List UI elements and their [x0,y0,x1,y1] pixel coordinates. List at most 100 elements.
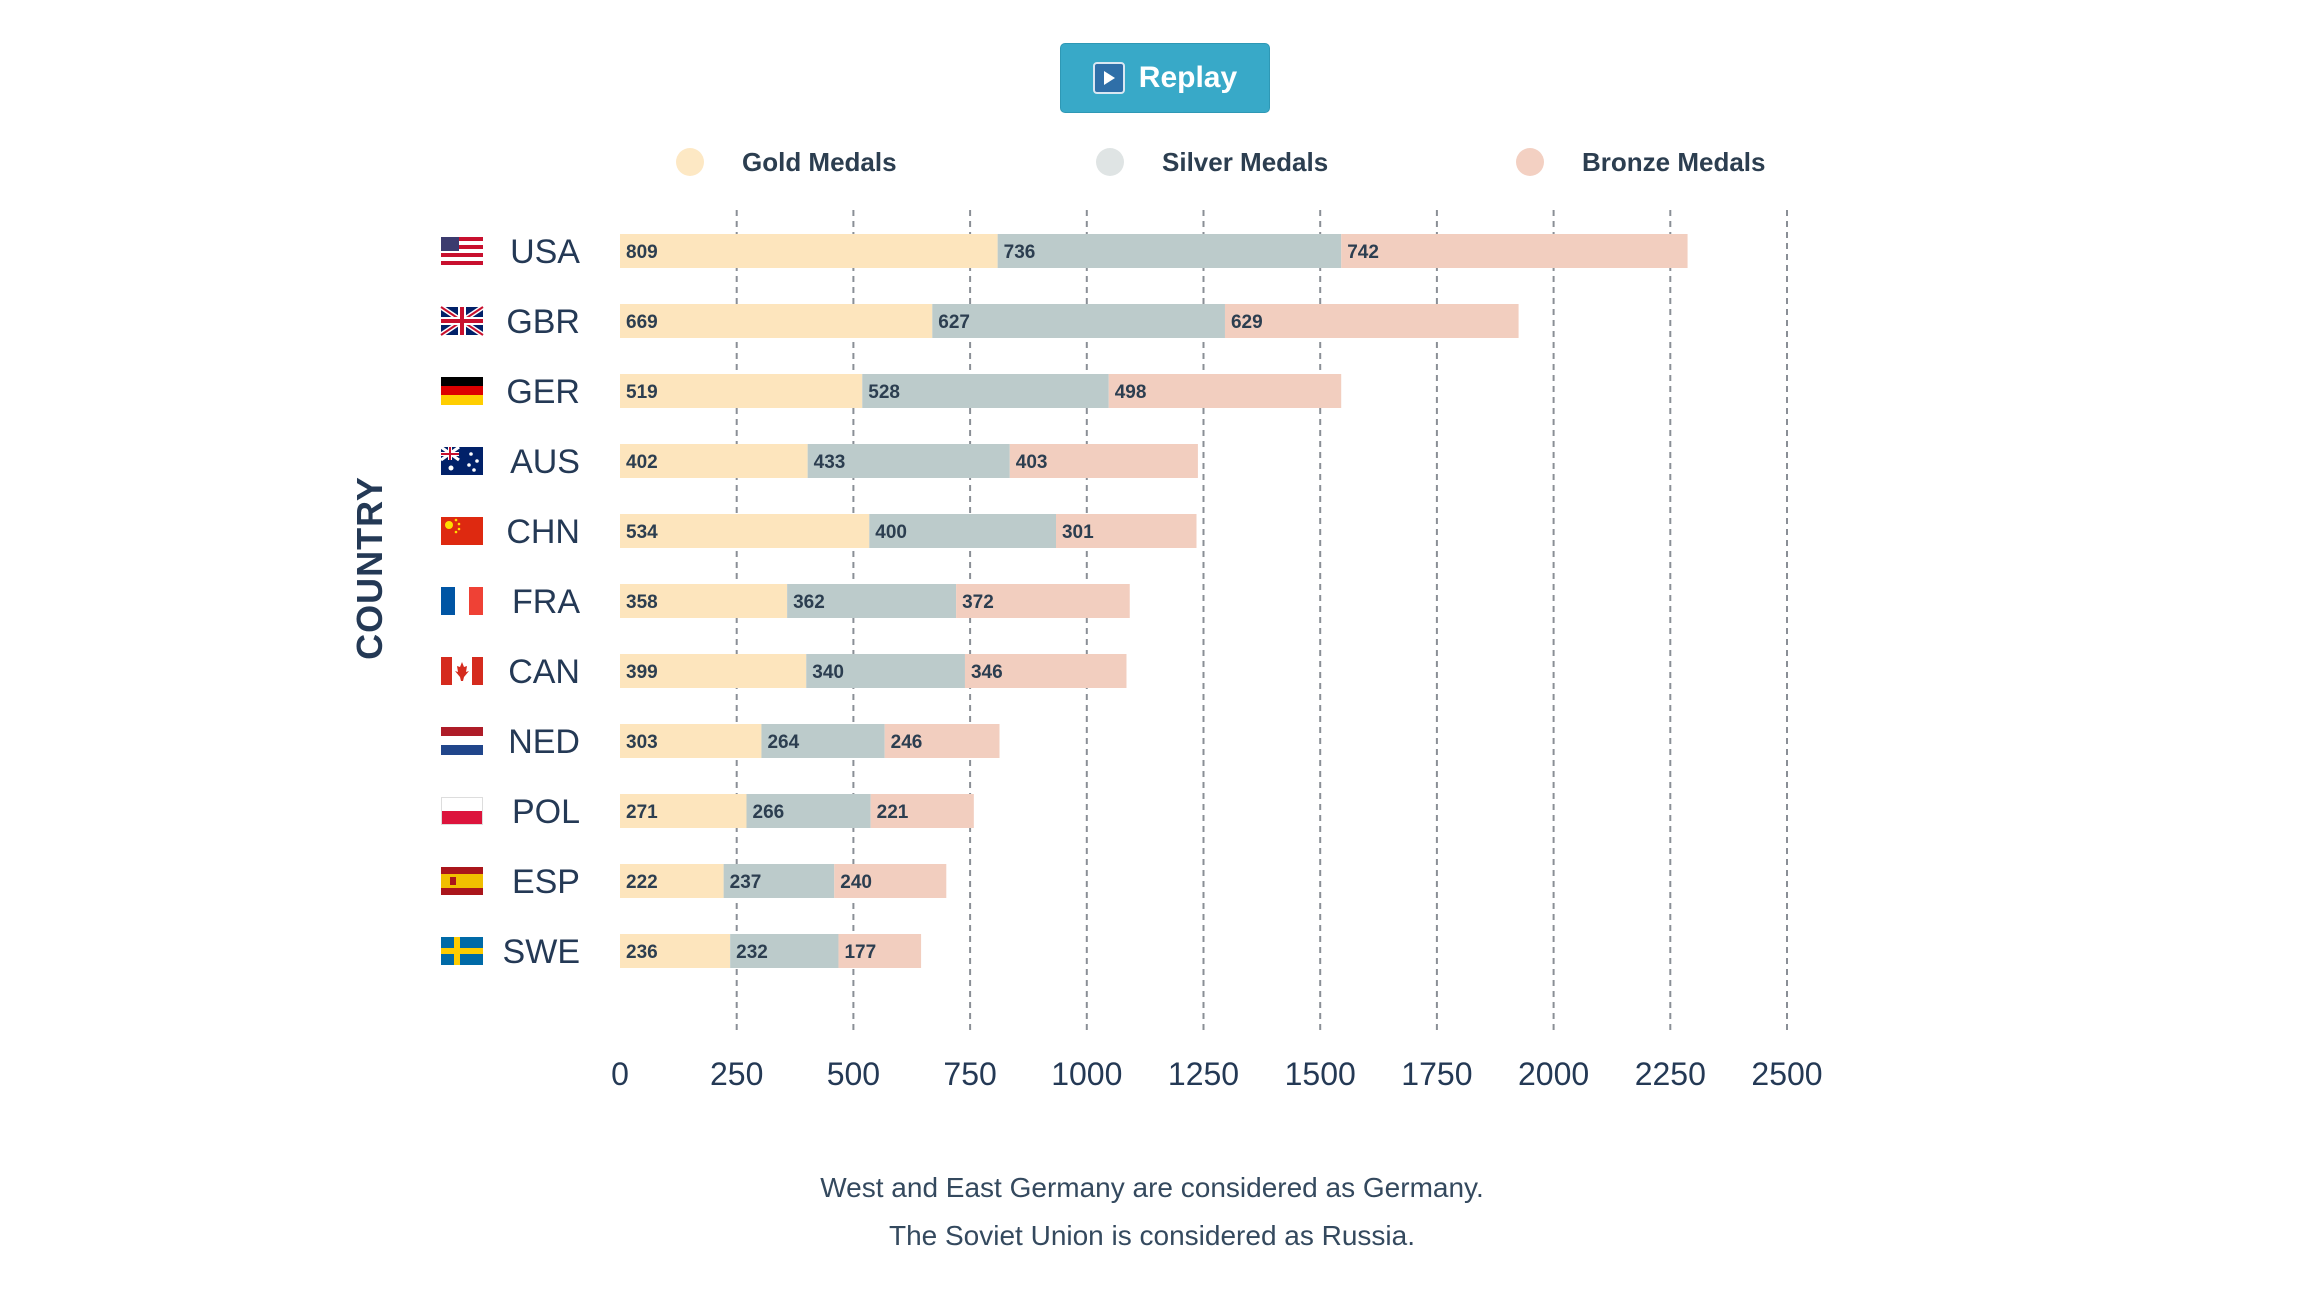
flag-chn-icon [441,517,483,545]
bar-gold-usa [620,234,998,268]
flag-can-icon [441,657,483,685]
bar-bronze-pol [870,794,974,828]
country-label-chn: CHN [506,513,580,551]
bar-silver-swe [730,934,839,968]
bar-value-label: 358 [626,592,658,613]
country-label-ger: GER [506,373,580,411]
bar-silver-ger [862,374,1109,408]
bar-value-label: 534 [626,522,658,543]
y-axis-title: COUNTRY [349,476,390,660]
bar-value-label: 528 [868,382,900,403]
legend-marker-silver [1096,148,1124,176]
bar-silver-ned [761,724,885,758]
bar-gold-ned [620,724,762,758]
country-label-can: CAN [508,653,580,691]
bar-value-label: 809 [626,242,658,263]
bar-value-label: 340 [812,662,844,683]
bar-value-label: 362 [793,592,825,613]
x-tick-label: 0 [611,1056,629,1092]
legend-label-gold: Gold Medals [742,147,897,177]
replay-label: Replay [1138,61,1238,94]
country-label-aus: AUS [510,443,580,481]
footnote-line-1: West and East Germany are considered as … [820,1172,1484,1203]
bar-bronze-aus [1009,444,1198,478]
bar-value-label: 627 [938,312,970,333]
flag-swe-icon [441,937,483,965]
bar-silver-fra [787,584,957,618]
bar-value-label: 403 [1016,452,1048,473]
x-tick-label: 2500 [1751,1056,1822,1092]
bar-silver-aus [807,444,1010,478]
bar-value-label: 399 [626,662,658,683]
x-tick-label: 500 [827,1056,880,1092]
flag-ned-icon [441,727,483,755]
bar-bronze-gbr [1224,304,1519,338]
legend-label-silver: Silver Medals [1162,147,1328,177]
bar-value-label: 742 [1347,242,1379,263]
bar-value-label: 402 [626,452,658,473]
bar-value-label: 236 [626,942,658,963]
bar-bronze-can [964,654,1127,688]
flag-gbr-icon [439,304,485,338]
bar-bronze-chn [1055,514,1197,548]
bar-silver-gbr [932,304,1225,338]
bar-value-label: 237 [730,872,762,893]
legend-marker-gold [676,148,704,176]
bars: 809 736 742 669 627 629 519 528 498 402 433 403 534 4… [620,234,1688,968]
x-axis-ticks: 0 250 500 750 1000 1250 1500 1750 2000 2250 2500 [611,1056,1822,1092]
country-label-usa: USA [510,233,580,271]
bar-gold-swe [620,934,731,968]
bar-gold-pol [620,794,747,828]
x-tick-label: 1750 [1401,1056,1472,1092]
bar-value-label: 177 [844,942,876,963]
bar-value-label: 433 [814,452,846,473]
bar-value-label: 264 [767,732,799,753]
bar-bronze-ger [1108,374,1342,408]
bar-value-label: 629 [1231,312,1263,333]
bar-value-label: 301 [1062,522,1094,543]
bar-value-label: 303 [626,732,658,753]
bar-silver-esp [723,864,835,898]
legend-label-bronze: Bronze Medals [1582,147,1766,177]
flag-usa-icon [441,237,483,265]
flag-ger-icon [441,377,483,405]
bar-value-label: 246 [891,732,923,753]
bar-gold-aus [620,444,808,478]
x-tick-label: 1500 [1285,1056,1356,1092]
bar-bronze-swe [838,934,922,968]
bar-value-label: 669 [626,312,658,333]
play-icon [1092,62,1125,94]
bar-value-label: 240 [840,872,872,893]
bar-bronze-ned [884,724,1000,758]
bar-gold-chn [620,514,870,548]
bar-bronze-esp [834,864,947,898]
x-tick-label: 2000 [1518,1056,1589,1092]
flag-fra-icon [441,587,483,615]
bar-value-label: 400 [875,522,907,543]
flag-aus-icon [440,445,483,475]
x-tick-label: 750 [943,1056,996,1092]
bar-silver-chn [869,514,1056,548]
bar-gold-ger [620,374,863,408]
flag-esp-icon [441,867,483,895]
bar-value-label: 736 [1004,242,1036,263]
country-labels: USA GBR GER AUS CHN FRA CAN NED POL ESP SWE [439,233,580,971]
bar-value-label: 221 [877,802,909,823]
country-label-esp: ESP [512,863,580,901]
x-tick-label: 250 [710,1056,763,1092]
x-tick-label: 1000 [1051,1056,1122,1092]
bar-value-label: 519 [626,382,658,403]
bar-value-label: 372 [962,592,994,613]
bar-gold-can [620,654,807,688]
country-label-ned: NED [508,723,580,761]
replay-button[interactable]: Replay [1060,43,1270,113]
bar-value-label: 266 [753,802,785,823]
bar-gold-esp [620,864,724,898]
country-label-gbr: GBR [506,303,580,341]
bar-silver-can [806,654,965,688]
bar-value-label: 232 [736,942,768,963]
bar-bronze-usa [1341,234,1688,268]
bar-value-label: 498 [1115,382,1147,403]
bar-value-label: 271 [626,802,658,823]
